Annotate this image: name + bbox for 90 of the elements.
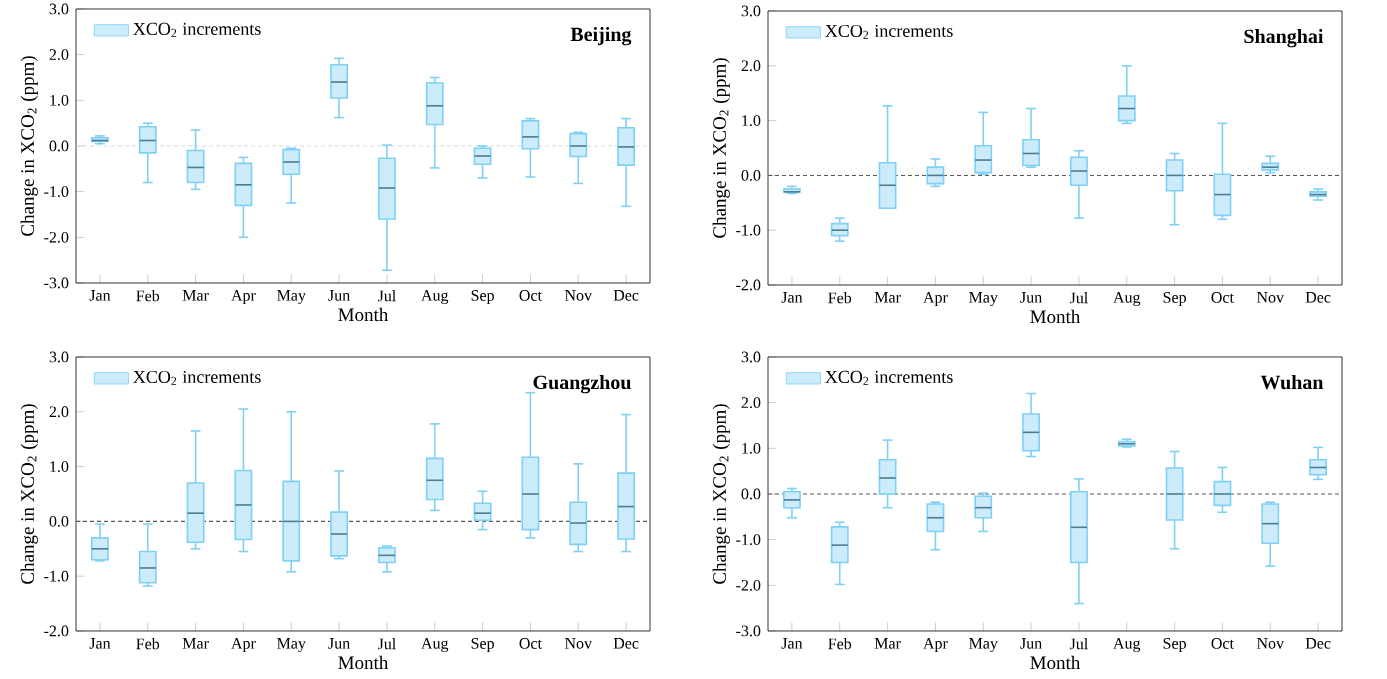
x-tick-label: Jul — [1069, 292, 1088, 304]
x-tick-label: Jul — [1069, 638, 1088, 650]
y-axis-title: Change in XCO$_{2}$ (ppm) — [712, 404, 730, 584]
y-tick-label: 2.0 — [49, 406, 69, 418]
y-tick-label: -1.0 — [44, 570, 69, 582]
x-tick-label: Apr — [923, 292, 948, 307]
y-tick-label: 2.0 — [741, 397, 761, 409]
x-tick-label: Nov — [1256, 638, 1285, 649]
x-tick-label: Oct — [1211, 292, 1234, 303]
x-tick-label: Apr — [231, 290, 256, 305]
y-axis-title: Change in XCO$_{2}$ (ppm) — [712, 58, 730, 238]
text: Beijing — [570, 26, 632, 46]
x-tick-label: Dec — [1305, 292, 1331, 303]
x-tick-label: Aug — [1113, 292, 1141, 307]
x-tick-label: May — [277, 638, 306, 652]
x-tick-label: Jul — [377, 638, 396, 650]
x-tick-label: Mar — [874, 292, 901, 303]
y-tick-label: 3.0 — [49, 351, 69, 363]
text: Guangzhou — [533, 375, 631, 394]
y-tick-label: -1.0 — [736, 534, 761, 546]
x-tick-label: Feb — [828, 292, 852, 304]
x-tick-label: Nov — [564, 290, 593, 301]
x-tick-label: Sep — [471, 638, 494, 653]
x-tick-label: Oct — [519, 290, 542, 301]
x-tick-label: May — [969, 292, 998, 306]
x-tick-label: Feb — [136, 290, 160, 302]
y-tick-label: 1.0 — [50, 461, 69, 473]
x-tick-label: Jul — [377, 290, 396, 302]
y-tick-label: -1.0 — [736, 224, 761, 236]
y-tick-label: 0.0 — [741, 488, 761, 500]
x-tick-label: Jun — [1020, 292, 1042, 303]
x-tick-label: May — [969, 638, 998, 652]
x-tick-label: Aug — [421, 290, 449, 305]
legend-label: XCO$_{2}$ increments — [133, 22, 261, 37]
y-tick-label: 3.0 — [741, 351, 761, 363]
y-tick-label: 1.0 — [50, 94, 69, 106]
text: Wuhan — [1260, 374, 1324, 390]
x-tick-label: Feb — [828, 638, 852, 650]
y-tick-label: 3.0 — [49, 3, 69, 15]
y-axis-title: Change in XCO$_{2}$ (ppm) — [20, 56, 38, 236]
text: Shanghai — [1244, 29, 1324, 48]
x-tick-label: Feb — [136, 638, 160, 650]
x-axis-title: Month — [338, 307, 389, 322]
y-tick-label: 0.0 — [49, 140, 69, 152]
x-tick-label: Dec — [1305, 638, 1331, 649]
x-tick-label: Sep — [1163, 638, 1186, 653]
y-tick-label: -1.0 — [44, 186, 69, 198]
x-tick-label: Jan — [781, 638, 803, 649]
y-tick-label: 0.0 — [741, 169, 761, 181]
y-tick-label: -2.0 — [44, 231, 69, 243]
y-tick-label: 0.0 — [49, 515, 69, 527]
x-tick-label: Sep — [1163, 292, 1186, 307]
x-tick-label: Oct — [1211, 638, 1234, 649]
x-tick-label: Dec — [613, 290, 639, 301]
legend-label: XCO$_{2}$ increments — [133, 370, 261, 385]
x-tick-label: Jan — [89, 638, 111, 649]
x-tick-label: Jun — [1020, 638, 1042, 649]
legend-label: XCO$_{2}$ increments — [825, 370, 953, 385]
y-tick-label: -3.0 — [736, 625, 761, 637]
y-tick-label: -2.0 — [736, 579, 761, 591]
x-tick-label: Jun — [328, 638, 350, 649]
x-tick-label: Oct — [519, 638, 542, 649]
x-tick-label: Jan — [89, 290, 111, 301]
y-tick-label: -2.0 — [736, 279, 761, 291]
x-axis-title: Month — [1030, 655, 1081, 670]
x-tick-label: Sep — [471, 290, 494, 305]
y-tick-label: 2.0 — [741, 60, 761, 72]
x-tick-label: Apr — [923, 638, 948, 653]
y-tick-label: 3.0 — [741, 5, 761, 17]
x-tick-label: Nov — [1256, 292, 1285, 303]
x-axis-title: Month — [338, 655, 389, 670]
y-tick-label: 1.0 — [742, 442, 761, 454]
x-tick-label: Apr — [231, 638, 256, 653]
x-axis-title: Month — [1030, 309, 1081, 324]
x-tick-label: Nov — [564, 638, 593, 649]
x-tick-label: Jan — [781, 292, 803, 303]
x-tick-label: Mar — [874, 638, 901, 649]
x-tick-label: Jun — [328, 290, 350, 301]
y-tick-label: -2.0 — [44, 625, 69, 637]
x-tick-label: Mar — [182, 638, 209, 649]
y-tick-label: -3.0 — [44, 277, 69, 289]
x-tick-label: Mar — [182, 290, 209, 301]
legend-label: XCO$_{2}$ increments — [825, 24, 953, 39]
y-axis-title: Change in XCO$_{2}$ (ppm) — [20, 404, 38, 584]
y-tick-label: 2.0 — [49, 49, 69, 61]
y-tick-label: 1.0 — [742, 115, 761, 127]
x-tick-label: Aug — [421, 638, 449, 653]
x-tick-label: Dec — [613, 638, 639, 649]
x-tick-label: May — [277, 290, 306, 304]
x-tick-label: Aug — [1113, 638, 1141, 653]
